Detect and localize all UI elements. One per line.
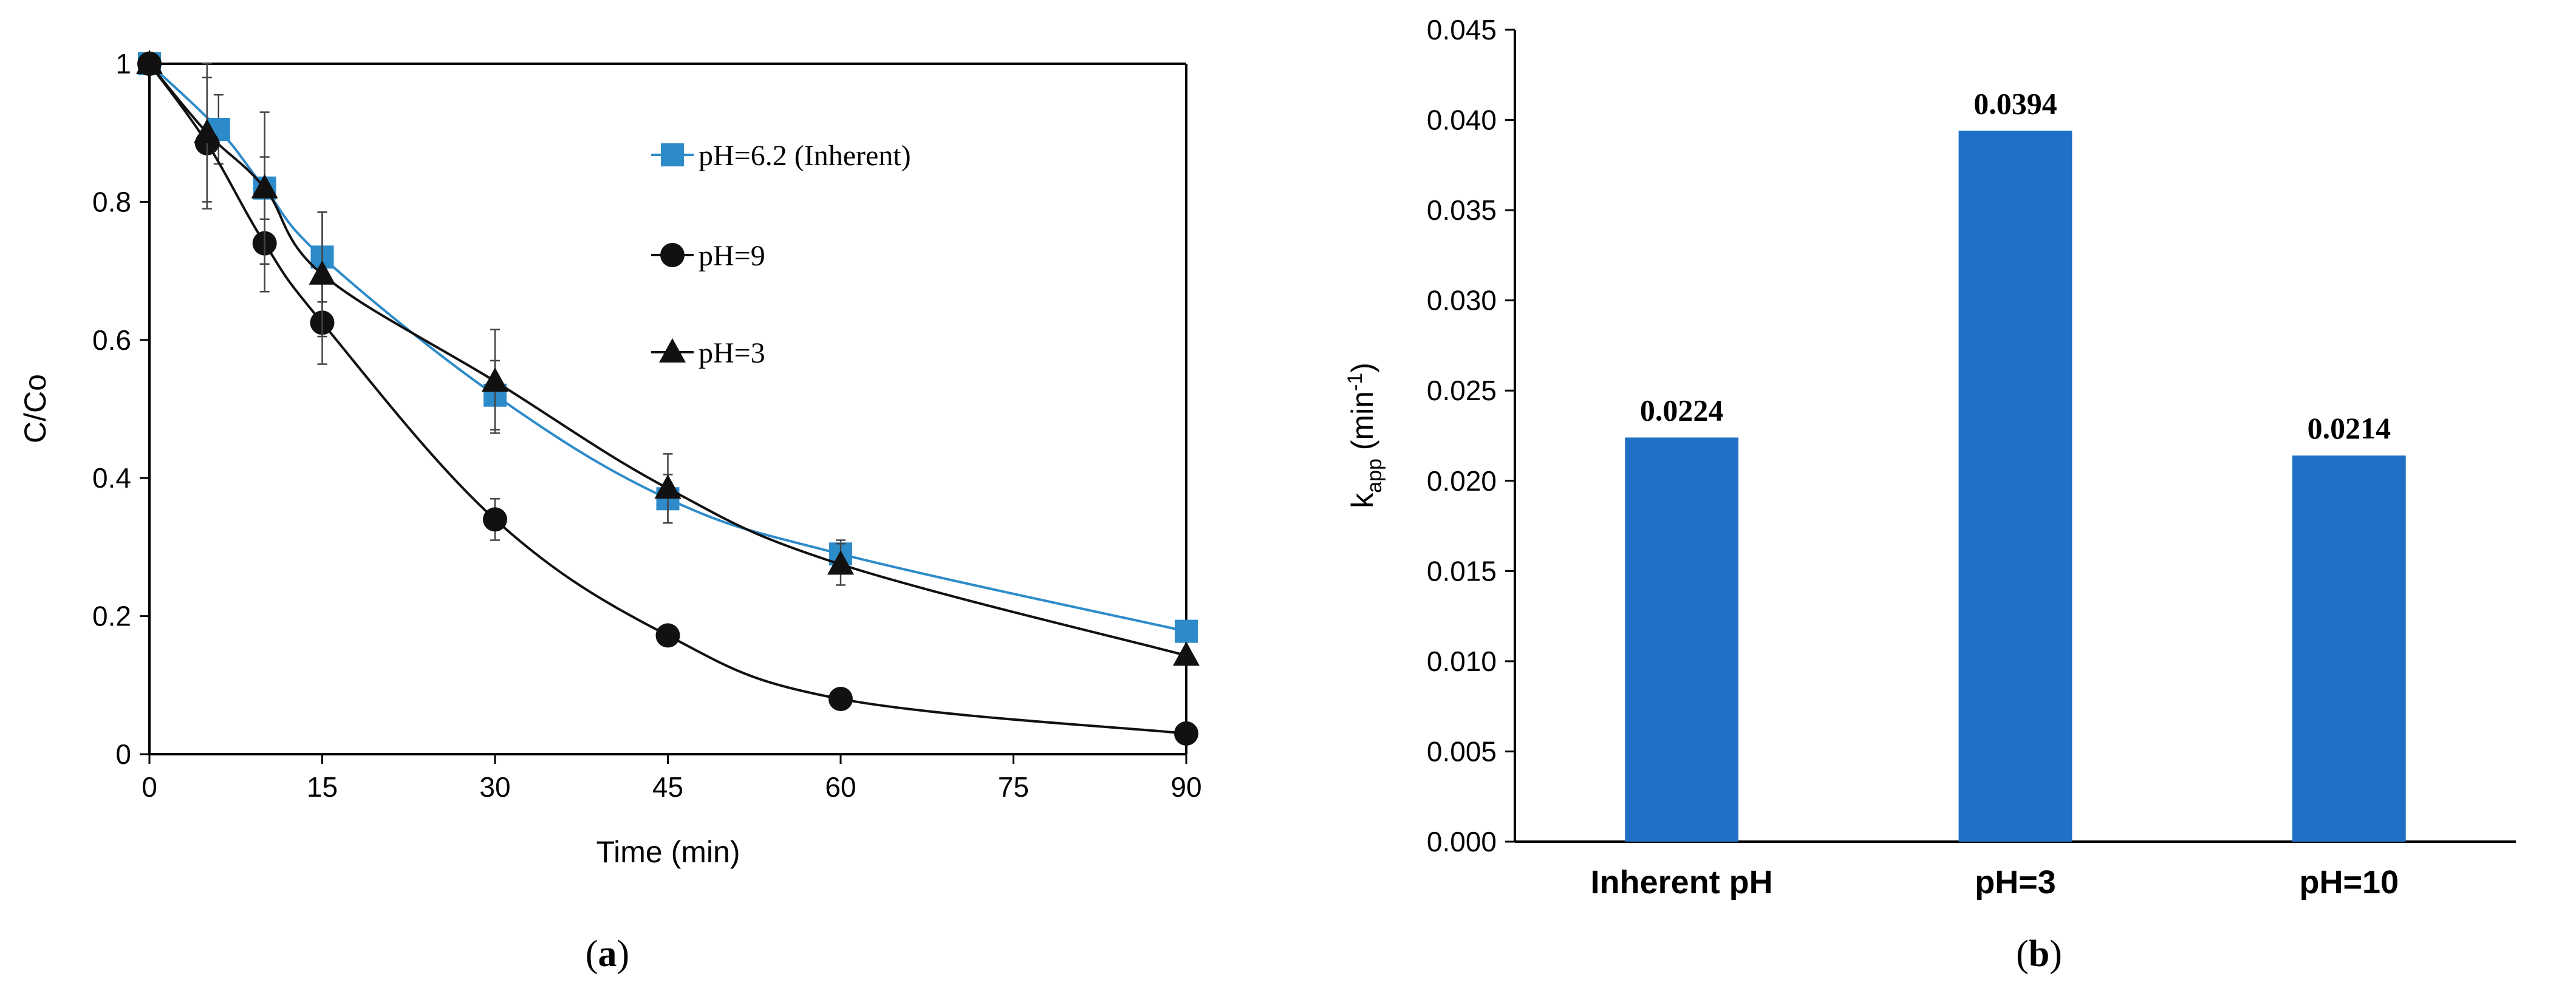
legend-label: pH=9 bbox=[699, 240, 765, 272]
y-tick-label: 0.6 bbox=[92, 324, 131, 356]
y-tick-label: 1 bbox=[115, 48, 131, 80]
y-tick-label: 0.4 bbox=[92, 462, 131, 494]
data-point bbox=[483, 507, 507, 532]
legend-marker bbox=[660, 243, 685, 267]
data-point bbox=[655, 623, 680, 648]
x-tick-label: 30 bbox=[479, 771, 510, 803]
y-tick-label: 0.015 bbox=[1427, 555, 1497, 587]
legend-item: pH=3 bbox=[651, 337, 765, 369]
data-point bbox=[828, 687, 853, 712]
y-tick-label: 0.000 bbox=[1427, 826, 1497, 857]
x-tick-label: 0 bbox=[142, 771, 157, 803]
x-tick-label: 75 bbox=[998, 771, 1029, 803]
y-axis-title: kapp (min-1) bbox=[1344, 363, 1386, 508]
bar bbox=[1958, 131, 2072, 842]
data-point bbox=[136, 50, 163, 74]
legend-marker bbox=[659, 338, 686, 363]
y-axis-title: C/Co bbox=[18, 374, 52, 443]
y-tick-label: 0.025 bbox=[1427, 375, 1497, 406]
bar bbox=[1625, 437, 1739, 842]
y-tick-label: 0.045 bbox=[1427, 14, 1497, 46]
y-tick-label: 0.2 bbox=[92, 601, 131, 632]
x-tick-label: 45 bbox=[652, 771, 683, 803]
legend-label: pH=6.2 (Inherent) bbox=[699, 140, 911, 172]
y-tick-label: 0.010 bbox=[1427, 646, 1497, 677]
data-label: 0.0224 bbox=[1640, 393, 1724, 427]
data-point bbox=[1175, 619, 1198, 643]
line-chart-panel: 0 15 30 45 60 75 90 0 0.2 0.4 0.6 0.8 1 pH=6.2 (Inh… bbox=[18, 48, 1202, 975]
series-triangle bbox=[136, 50, 1200, 666]
legend-item: pH=9 bbox=[651, 240, 765, 272]
data-point bbox=[193, 118, 220, 143]
data-label: 0.0394 bbox=[1973, 86, 2057, 120]
legend-item: pH=6.2 (Inherent) bbox=[651, 140, 911, 172]
data-point bbox=[482, 367, 508, 392]
panel-label: (a) bbox=[586, 933, 629, 975]
y-tick-label: 0.8 bbox=[92, 186, 131, 217]
y-tick-label: 0.020 bbox=[1427, 465, 1497, 497]
bar bbox=[2292, 455, 2406, 842]
x-tick-label: 15 bbox=[307, 771, 338, 803]
data-point bbox=[654, 474, 682, 499]
x-category-label: Inherent pH bbox=[1591, 864, 1773, 901]
data-point bbox=[251, 174, 278, 199]
y-tick-label: 0.040 bbox=[1427, 104, 1497, 136]
data-point bbox=[1173, 641, 1200, 666]
legend-marker bbox=[661, 143, 684, 166]
panel-label: (b) bbox=[2016, 933, 2062, 975]
legend-label: pH=3 bbox=[699, 337, 765, 369]
data-point bbox=[309, 260, 336, 285]
bar-chart-panel: 0.000 0.005 0.010 0.015 0.020 0.025 0.030 0.035… bbox=[1344, 14, 2516, 975]
data-label: 0.0214 bbox=[2308, 411, 2391, 445]
x-category-label: pH=10 bbox=[2300, 864, 2399, 901]
x-tick-label: 90 bbox=[1170, 771, 1201, 803]
data-point bbox=[1174, 721, 1198, 746]
data-point bbox=[827, 550, 854, 575]
y-tick-label: 0.035 bbox=[1427, 194, 1497, 226]
y-tick-label: 0.030 bbox=[1427, 285, 1497, 316]
x-category-label: pH=3 bbox=[1975, 864, 2056, 901]
y-tick-label: 0.005 bbox=[1427, 735, 1497, 767]
x-axis-title: Time (min) bbox=[596, 835, 740, 869]
y-tick-label: 0 bbox=[115, 738, 131, 770]
x-tick-label: 60 bbox=[825, 771, 856, 803]
